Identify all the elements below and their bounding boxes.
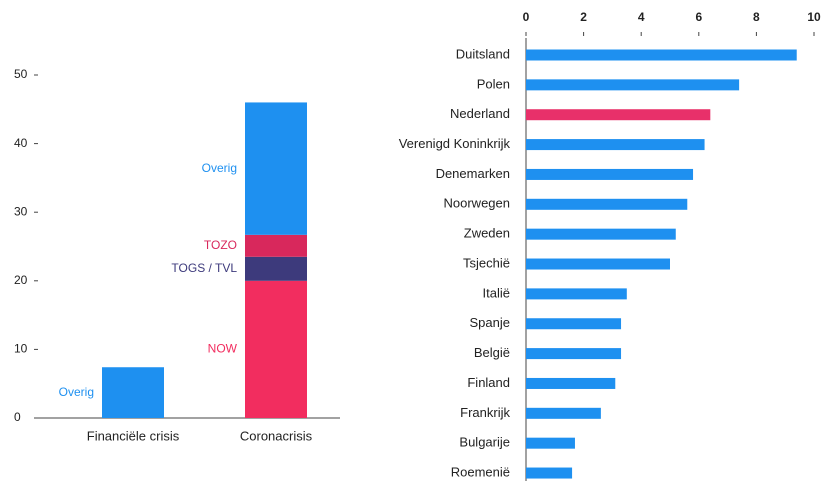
bar: [526, 318, 622, 330]
y-tick-label: 50: [14, 67, 28, 81]
bar: [526, 198, 688, 210]
y-tick-label: Denemarken: [436, 166, 510, 181]
y-tick-label: België: [474, 345, 510, 360]
x-tick-label: 4: [638, 10, 645, 24]
y-tick-label: Spanje: [470, 315, 510, 330]
bar: [526, 348, 622, 360]
y-tick-label: Polen: [477, 76, 510, 91]
bar: [526, 407, 601, 419]
y-tick-label: Tsjechië: [463, 255, 510, 270]
bar: [526, 49, 797, 61]
y-tick-label: Zweden: [464, 226, 510, 241]
bar: [526, 258, 670, 270]
y-tick-label: Frankrijk: [460, 405, 510, 420]
y-tick-label: Noorwegen: [444, 196, 511, 211]
segment-label: Overig: [202, 161, 237, 175]
segment-label: TOGS / TVL: [171, 261, 237, 275]
x-tick-label: 6: [695, 10, 702, 24]
y-tick-label: Nederland: [450, 106, 510, 121]
segment-label: NOW: [208, 342, 238, 356]
y-tick-label: Finland: [467, 375, 510, 390]
bar: [526, 288, 627, 300]
x-tick-label: 10: [807, 10, 821, 24]
segment-label: Overig: [59, 385, 94, 399]
bar-segment: [245, 256, 307, 281]
y-tick-label: Italië: [483, 285, 510, 300]
x-tick-label: Coronacrisis: [240, 428, 313, 443]
y-tick-label: Bulgarije: [459, 435, 510, 450]
bar: [526, 228, 676, 240]
y-tick-label: Verenigd Koninkrijk: [399, 136, 511, 151]
y-tick-label: 30: [14, 204, 28, 218]
bar: [526, 139, 705, 151]
y-tick-label: 0: [14, 410, 21, 424]
bar: [526, 377, 616, 389]
bar: [526, 168, 694, 180]
bar: [526, 467, 573, 479]
y-tick-label: Roemenië: [451, 464, 510, 479]
x-tick-label: Financiële crisis: [87, 428, 180, 443]
bar-segment: [245, 102, 307, 235]
segment-label: TOZO: [204, 238, 237, 252]
y-tick-label: 10: [14, 342, 28, 356]
x-tick-label: 0: [523, 10, 530, 24]
x-tick-label: 8: [753, 10, 760, 24]
bar-segment: [245, 234, 307, 257]
x-tick-label: 2: [580, 10, 587, 24]
y-tick-label: Duitsland: [456, 46, 510, 61]
bar-segment: [245, 280, 307, 418]
y-tick-label: 20: [14, 273, 28, 287]
bar-segment: [102, 367, 164, 418]
bar: [526, 79, 740, 91]
bar: [526, 437, 575, 449]
bar: [526, 109, 711, 121]
y-tick-label: 40: [14, 136, 28, 150]
